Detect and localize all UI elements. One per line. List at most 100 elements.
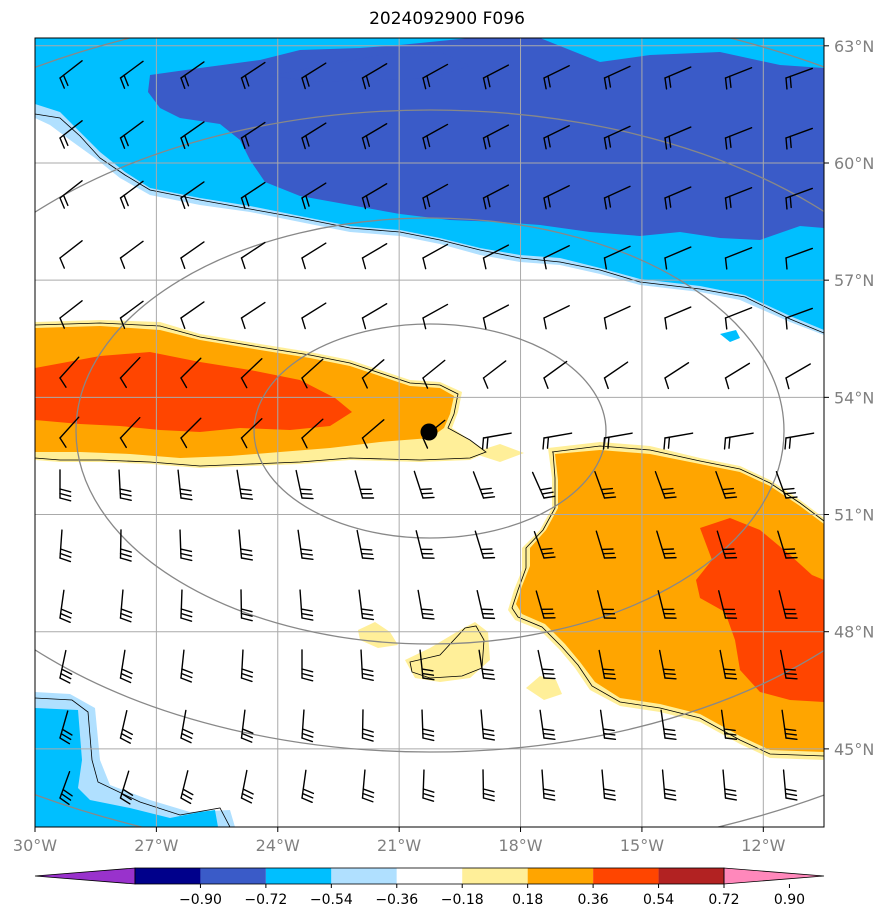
- latitude-axis: 63°N 60°N 57°N 54°N 51°N 48°N 45°N: [824, 37, 874, 759]
- wind-barb: [240, 358, 263, 389]
- wind-barb: [180, 589, 193, 622]
- wind-barb: [301, 122, 327, 150]
- wind-barb: [533, 530, 556, 559]
- wind-barb: [413, 470, 435, 499]
- colorbar-swatch: [396, 868, 463, 884]
- wind-barb: [777, 530, 798, 559]
- lon-tick-label: 12°W: [741, 836, 785, 855]
- wind-barb: [421, 709, 435, 742]
- wind-barb: [59, 469, 72, 502]
- wind-barb: [240, 769, 254, 804]
- yellow-blob-3: [405, 622, 490, 682]
- wind-barb: [240, 241, 266, 270]
- wind-barbs: [59, 60, 815, 806]
- wind-barb: [180, 241, 205, 270]
- lon-tick-label: 27°W: [134, 836, 178, 855]
- colorbar-swatch: [200, 868, 266, 884]
- wind-barb: [598, 649, 617, 680]
- wind-barb: [716, 530, 738, 559]
- wind-barb: [602, 432, 633, 450]
- wind-barb: [660, 709, 677, 741]
- wind-barb: [603, 305, 631, 330]
- wind-barb: [118, 469, 132, 501]
- wind-barb: [180, 121, 205, 150]
- wind-barb: [422, 769, 435, 802]
- wind-barb: [59, 589, 73, 623]
- lat-tick-label: 48°N: [834, 623, 874, 642]
- wind-barb: [301, 358, 324, 389]
- wind-barb: [664, 246, 692, 270]
- wind-barb: [358, 589, 375, 621]
- wind-barb: [240, 649, 254, 683]
- west-red-core: [35, 352, 352, 432]
- anomaly-field: [35, 38, 824, 827]
- wind-barb: [297, 529, 314, 561]
- wind-barb: [361, 303, 388, 330]
- wind-barb: [119, 240, 144, 269]
- wind-barb: [415, 530, 435, 559]
- longitude-axis: 30°W 27°W 24°W 21°W 18°W 15°W 12°W: [13, 827, 786, 855]
- wind-barb: [180, 649, 193, 683]
- yellow-blob-4: [526, 676, 562, 700]
- wind-barb: [724, 247, 753, 270]
- wind-barb: [785, 127, 814, 150]
- wind-barb: [785, 67, 814, 90]
- wind-barb: [664, 66, 692, 90]
- wind-barb: [301, 709, 314, 743]
- wind-barb: [472, 471, 496, 499]
- wind-barb: [597, 590, 617, 619]
- wind-barb: [59, 120, 83, 149]
- wind-barb: [722, 769, 738, 801]
- wind-barb: [59, 770, 73, 806]
- wind-barb: [603, 361, 629, 390]
- wind-barb: [541, 769, 556, 801]
- wind-barb: [654, 470, 677, 499]
- wind-barb: [180, 301, 205, 330]
- yellow-blob-2: [358, 622, 398, 648]
- wind-barb: [301, 418, 324, 449]
- wind-barb: [180, 709, 194, 744]
- wind-barb: [301, 62, 327, 90]
- wind-barb: [422, 303, 449, 330]
- range-ring-300km: [253, 323, 607, 539]
- east-red-core: [696, 518, 824, 702]
- wind-barb: [361, 63, 388, 90]
- wind-barb: [601, 769, 617, 801]
- wind-barb: [535, 590, 556, 619]
- wind-barb: [480, 709, 496, 741]
- wind-barb: [779, 649, 798, 680]
- wind-barb: [537, 649, 556, 680]
- wind-barb: [119, 300, 144, 329]
- wind-barb: [785, 307, 814, 330]
- wind-barb: [301, 182, 327, 210]
- wind-barb: [482, 64, 510, 90]
- wind-barb: [301, 649, 314, 682]
- sw-blue-patch: [35, 692, 235, 827]
- wind-barb: [785, 247, 814, 270]
- lon-tick-label: 30°W: [13, 836, 57, 855]
- colorbar-tick-label: −0.90: [179, 892, 222, 908]
- colorbar-swatch: [135, 868, 201, 884]
- wind-barb: [782, 769, 798, 801]
- wind-barb: [663, 432, 694, 450]
- storm-center-marker: [420, 423, 438, 441]
- wind-barb: [301, 769, 315, 803]
- wind-barb: [539, 709, 556, 741]
- wind-barb: [542, 432, 573, 450]
- colorbar-tick-label: −0.72: [244, 892, 287, 908]
- wind-barb: [724, 187, 753, 210]
- wind-barb: [784, 432, 815, 450]
- wind-barb: [417, 589, 435, 620]
- lon-tick-label: 15°W: [620, 836, 664, 855]
- colorbar-tick-label: 0.36: [578, 892, 609, 908]
- colorbar-swatch: [658, 868, 724, 884]
- colorbar-swatch: [265, 868, 332, 884]
- wind-barb: [177, 469, 193, 501]
- plot-frame: [34, 37, 825, 828]
- colorbar-extend-high: [723, 867, 825, 885]
- wind-barb: [119, 120, 144, 149]
- range-ring-900km: [35, 109, 824, 753]
- wind-barb: [775, 470, 798, 499]
- wind-barb: [664, 186, 692, 210]
- wind-barb: [474, 530, 496, 559]
